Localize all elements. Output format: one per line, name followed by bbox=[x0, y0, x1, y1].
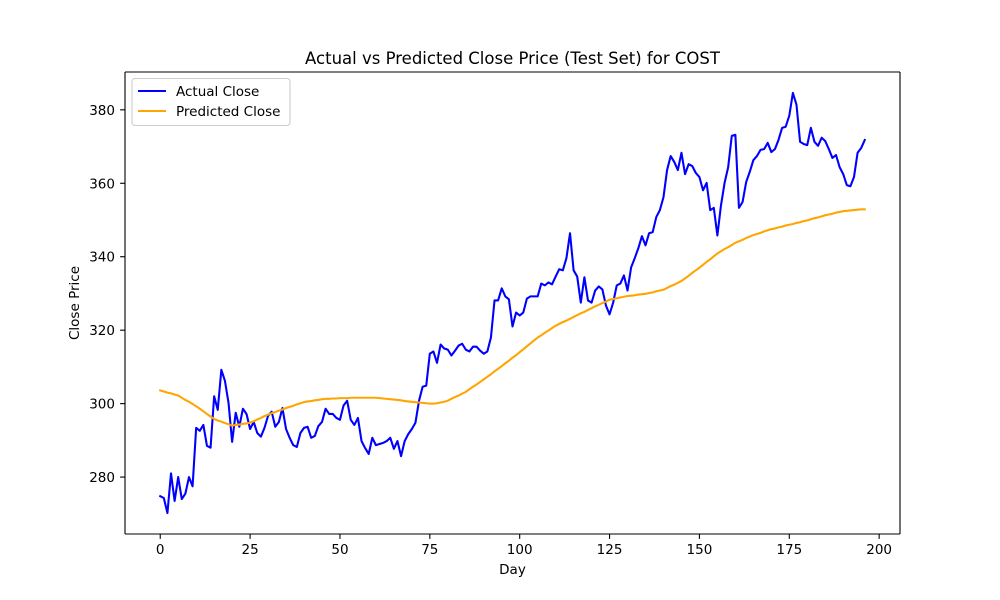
y-tick-label: 380 bbox=[89, 103, 115, 119]
x-tick-label: 175 bbox=[776, 542, 802, 558]
x-tick-label: 25 bbox=[241, 542, 258, 558]
legend-label-actual-close: Actual Close bbox=[176, 84, 259, 100]
series-layer bbox=[158, 91, 867, 515]
y-axis-ticks: 280 300 320 340 360 380 bbox=[89, 103, 125, 486]
y-tick-label: 340 bbox=[89, 250, 115, 266]
y-tick-label: 320 bbox=[89, 323, 115, 339]
x-axis-ticks: 0 25 50 75 100 125 150 175 200 bbox=[156, 534, 892, 558]
legend: Actual Close Predicted Close bbox=[131, 77, 291, 127]
x-tick-label: 150 bbox=[687, 542, 713, 558]
series-line-actual-close bbox=[158, 91, 867, 515]
y-tick-label: 300 bbox=[89, 397, 115, 413]
axes-frame bbox=[124, 71, 901, 535]
plot-area bbox=[125, 72, 900, 534]
x-tick-label: 75 bbox=[421, 542, 438, 558]
x-tick-label: 100 bbox=[507, 542, 533, 558]
legend-label-predicted-close: Predicted Close bbox=[176, 104, 280, 120]
chart-title: Actual vs Predicted Close Price (Test Se… bbox=[305, 49, 721, 68]
x-tick-label: 0 bbox=[156, 542, 165, 558]
x-tick-label: 50 bbox=[331, 542, 348, 558]
x-tick-label: 125 bbox=[597, 542, 623, 558]
y-axis-label: Close Price bbox=[67, 266, 83, 340]
series-line-predicted-close bbox=[158, 208, 866, 427]
legend-box bbox=[131, 77, 291, 127]
x-tick-label: 200 bbox=[866, 542, 892, 558]
x-axis-label: Day bbox=[499, 562, 526, 578]
y-tick-label: 280 bbox=[89, 470, 115, 486]
y-tick-label: 360 bbox=[89, 176, 115, 192]
